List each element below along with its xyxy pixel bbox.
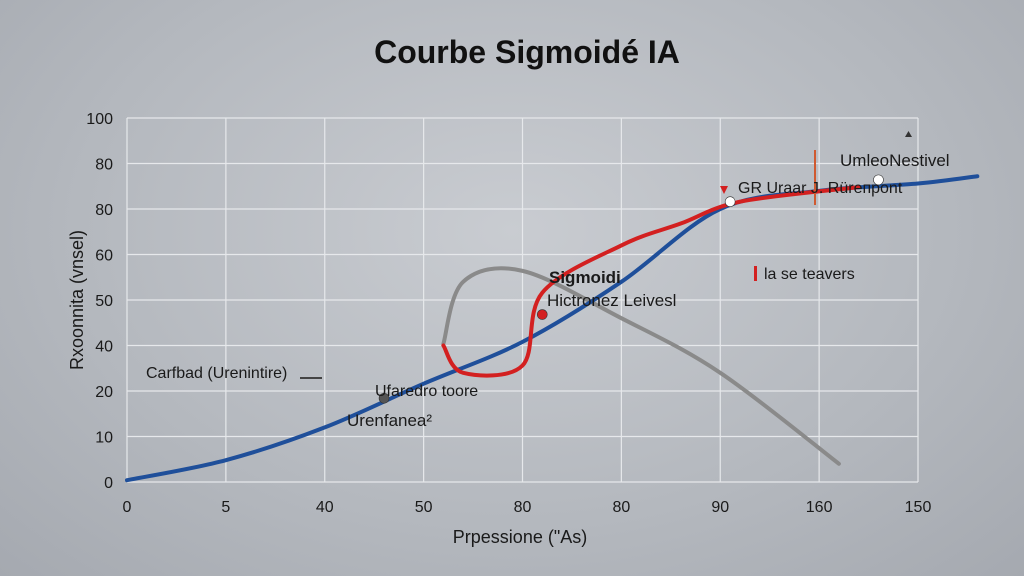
x-tick-label: 5 <box>221 499 230 516</box>
x-tick-labels: 0 5 40 50 80 80 90 160 150 <box>123 499 932 516</box>
data-point <box>873 174 884 186</box>
y-tick-label: 60 <box>95 248 113 265</box>
series-line-0 <box>125 174 980 483</box>
y-tick-label: 100 <box>86 111 113 128</box>
annotation-urenfanea: Urenfanea² <box>347 411 432 430</box>
series-line-2 <box>441 266 841 466</box>
data-points <box>378 174 884 404</box>
top-right-arrow-icon <box>905 131 912 137</box>
x-axis-label: Prpessione ("As) <box>453 527 587 547</box>
red-arrow-icon <box>720 186 728 194</box>
data-point <box>378 392 390 404</box>
y-tick-label: 50 <box>95 293 113 310</box>
x-tick-label: 0 <box>123 499 132 516</box>
x-tick-label: 80 <box>612 499 630 516</box>
y-tick-label: 80 <box>95 157 113 174</box>
data-point <box>536 309 548 320</box>
x-tick-label: 150 <box>905 499 932 516</box>
grid <box>126 117 919 483</box>
y-tick-labels: 0 10 20 40 50 60 80 80 100 <box>86 111 113 492</box>
x-tick-label: 160 <box>806 499 833 516</box>
y-tick-label: 0 <box>104 475 113 492</box>
annotation-ufaredro: Ufaredro toore <box>375 383 478 400</box>
x-tick-label: 90 <box>711 499 729 516</box>
y-tick-label: 80 <box>95 202 113 219</box>
annotation-sigmoid: Sigmoidi <box>549 268 621 287</box>
data-point <box>724 196 736 208</box>
y-axis-label: Rxoonnita (vnsel) <box>67 230 87 370</box>
annotation-carfbad: Carfbad (Urenintire) <box>146 365 287 382</box>
annotation-umleonestivel: UmleoNestivel <box>840 151 950 170</box>
annotation-la-se-teavers: la se teavers <box>764 266 855 283</box>
red-marker-icon <box>754 266 757 281</box>
x-tick-label: 40 <box>316 499 334 516</box>
annotation-hictronez: Hictronez Leivesl <box>547 291 676 310</box>
series-lines <box>125 174 980 483</box>
x-tick-label: 80 <box>514 499 532 516</box>
y-tick-label: 20 <box>95 384 113 401</box>
x-tick-label: 50 <box>415 499 433 516</box>
annotation-gr-uraar: GR Uraar J. Rüreпpont <box>738 180 903 197</box>
series-line-1 <box>441 185 861 378</box>
chart-title: Courbe Sigmoidé IA <box>374 34 680 70</box>
y-tick-label: 10 <box>95 430 113 447</box>
y-tick-label: 40 <box>95 339 113 356</box>
